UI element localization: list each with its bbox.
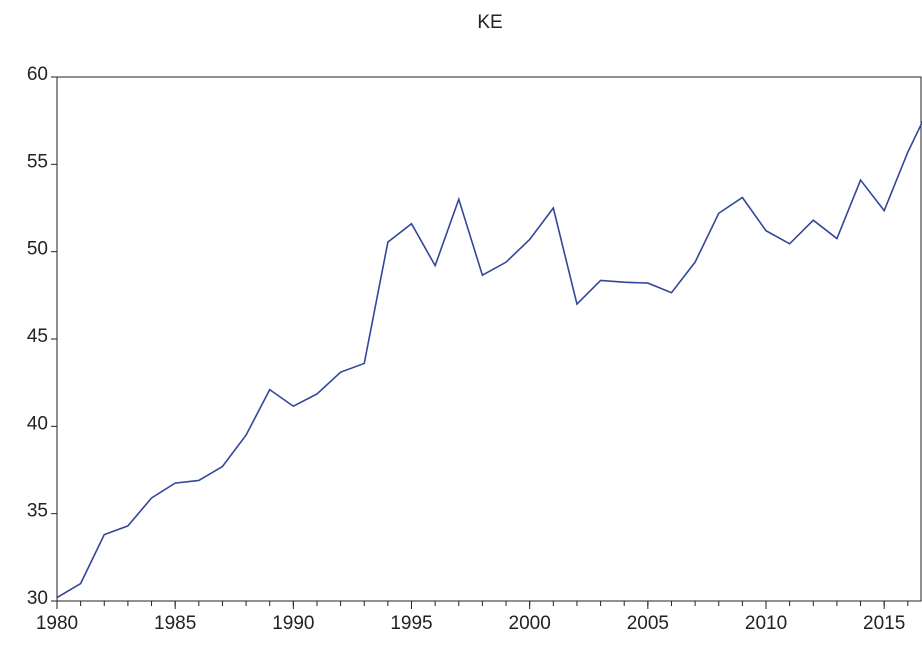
x-tick-label: 2010: [745, 613, 787, 634]
x-tick-label: 1990: [272, 613, 314, 634]
y-tick-label: 60: [27, 64, 48, 85]
y-tick-label: 45: [27, 326, 48, 347]
x-tick-label: 1980: [36, 613, 78, 634]
x-tick-label: 2005: [627, 613, 669, 634]
chart-title: KE: [477, 12, 502, 33]
y-tick-label: 30: [27, 588, 48, 609]
y-tick-label: 50: [27, 239, 48, 260]
x-tick-label: 1995: [390, 613, 432, 634]
x-tick-label: 2000: [509, 613, 551, 634]
y-tick-label: 55: [27, 151, 48, 172]
data-line: [57, 120, 922, 599]
y-tick-label: 35: [27, 501, 48, 522]
x-tick-label: 2015: [863, 613, 905, 634]
y-tick-label: 40: [27, 413, 48, 434]
x-tick-label: 1985: [154, 613, 196, 634]
plot-frame: [56, 76, 922, 602]
